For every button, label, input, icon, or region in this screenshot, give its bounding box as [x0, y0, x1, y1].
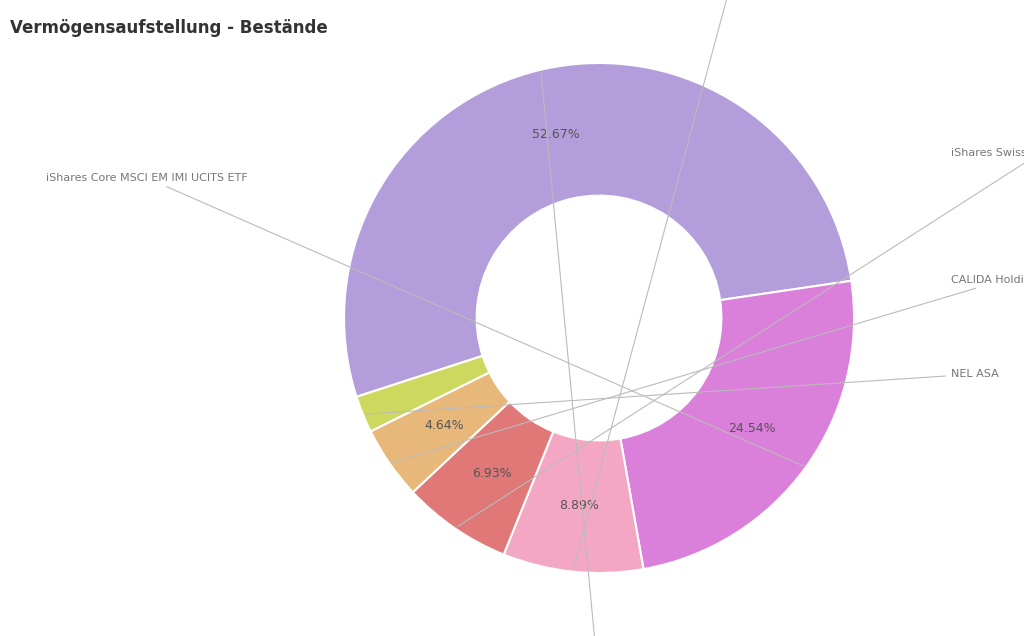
- Text: 6.93%: 6.93%: [472, 467, 512, 480]
- Text: CALIDA Holding AG: CALIDA Holding AG: [392, 275, 1024, 462]
- Text: 4.64%: 4.64%: [424, 419, 464, 432]
- Text: Idorsia Ltd: Idorsia Ltd: [573, 0, 765, 569]
- Wedge shape: [344, 63, 851, 397]
- Wedge shape: [413, 401, 553, 555]
- Text: 24.54%: 24.54%: [728, 422, 776, 435]
- Text: Vermögensaufstellung - Bestände: Vermögensaufstellung - Bestände: [10, 19, 328, 37]
- Text: iShares Swiss Dividend ETF (CH): iShares Swiss Dividend ETF (CH): [457, 148, 1024, 527]
- Text: 8.89%: 8.89%: [559, 499, 599, 512]
- Wedge shape: [371, 373, 510, 492]
- Wedge shape: [356, 356, 489, 431]
- Text: NEL ASA: NEL ASA: [366, 369, 998, 414]
- Text: iShares Core MSCI World UCITS ETF: iShares Core MSCI World UCITS ETF: [501, 73, 697, 636]
- Wedge shape: [621, 281, 854, 569]
- Text: 52.67%: 52.67%: [532, 128, 580, 141]
- Text: iShares Core MSCI EM IMI UCITS ETF: iShares Core MSCI EM IMI UCITS ETF: [45, 173, 804, 466]
- Wedge shape: [504, 431, 643, 573]
